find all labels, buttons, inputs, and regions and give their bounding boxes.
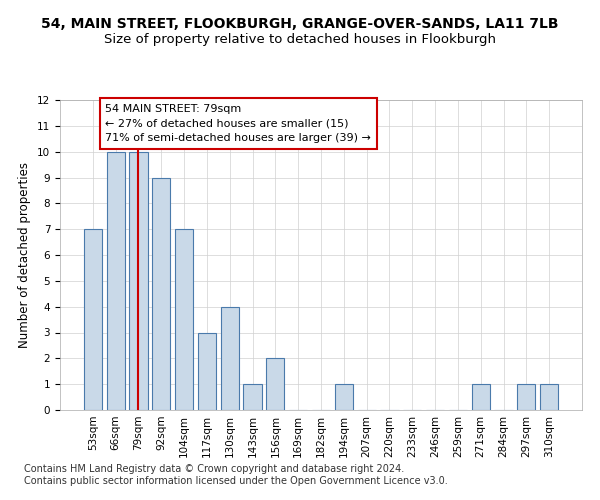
- Bar: [221, 306, 239, 410]
- Text: 54 MAIN STREET: 79sqm
← 27% of detached houses are smaller (15)
71% of semi-deta: 54 MAIN STREET: 79sqm ← 27% of detached …: [106, 104, 371, 144]
- Bar: [152, 178, 170, 410]
- Bar: [335, 384, 353, 410]
- Text: Size of property relative to detached houses in Flookburgh: Size of property relative to detached ho…: [104, 32, 496, 46]
- Bar: [130, 152, 148, 410]
- Bar: [266, 358, 284, 410]
- Text: Contains public sector information licensed under the Open Government Licence v3: Contains public sector information licen…: [24, 476, 448, 486]
- Bar: [175, 229, 193, 410]
- Bar: [472, 384, 490, 410]
- Bar: [517, 384, 535, 410]
- Bar: [198, 332, 216, 410]
- Text: 54, MAIN STREET, FLOOKBURGH, GRANGE-OVER-SANDS, LA11 7LB: 54, MAIN STREET, FLOOKBURGH, GRANGE-OVER…: [41, 18, 559, 32]
- Text: Contains HM Land Registry data © Crown copyright and database right 2024.: Contains HM Land Registry data © Crown c…: [24, 464, 404, 474]
- Bar: [540, 384, 558, 410]
- Bar: [107, 152, 125, 410]
- Y-axis label: Number of detached properties: Number of detached properties: [19, 162, 31, 348]
- Bar: [244, 384, 262, 410]
- Bar: [84, 229, 102, 410]
